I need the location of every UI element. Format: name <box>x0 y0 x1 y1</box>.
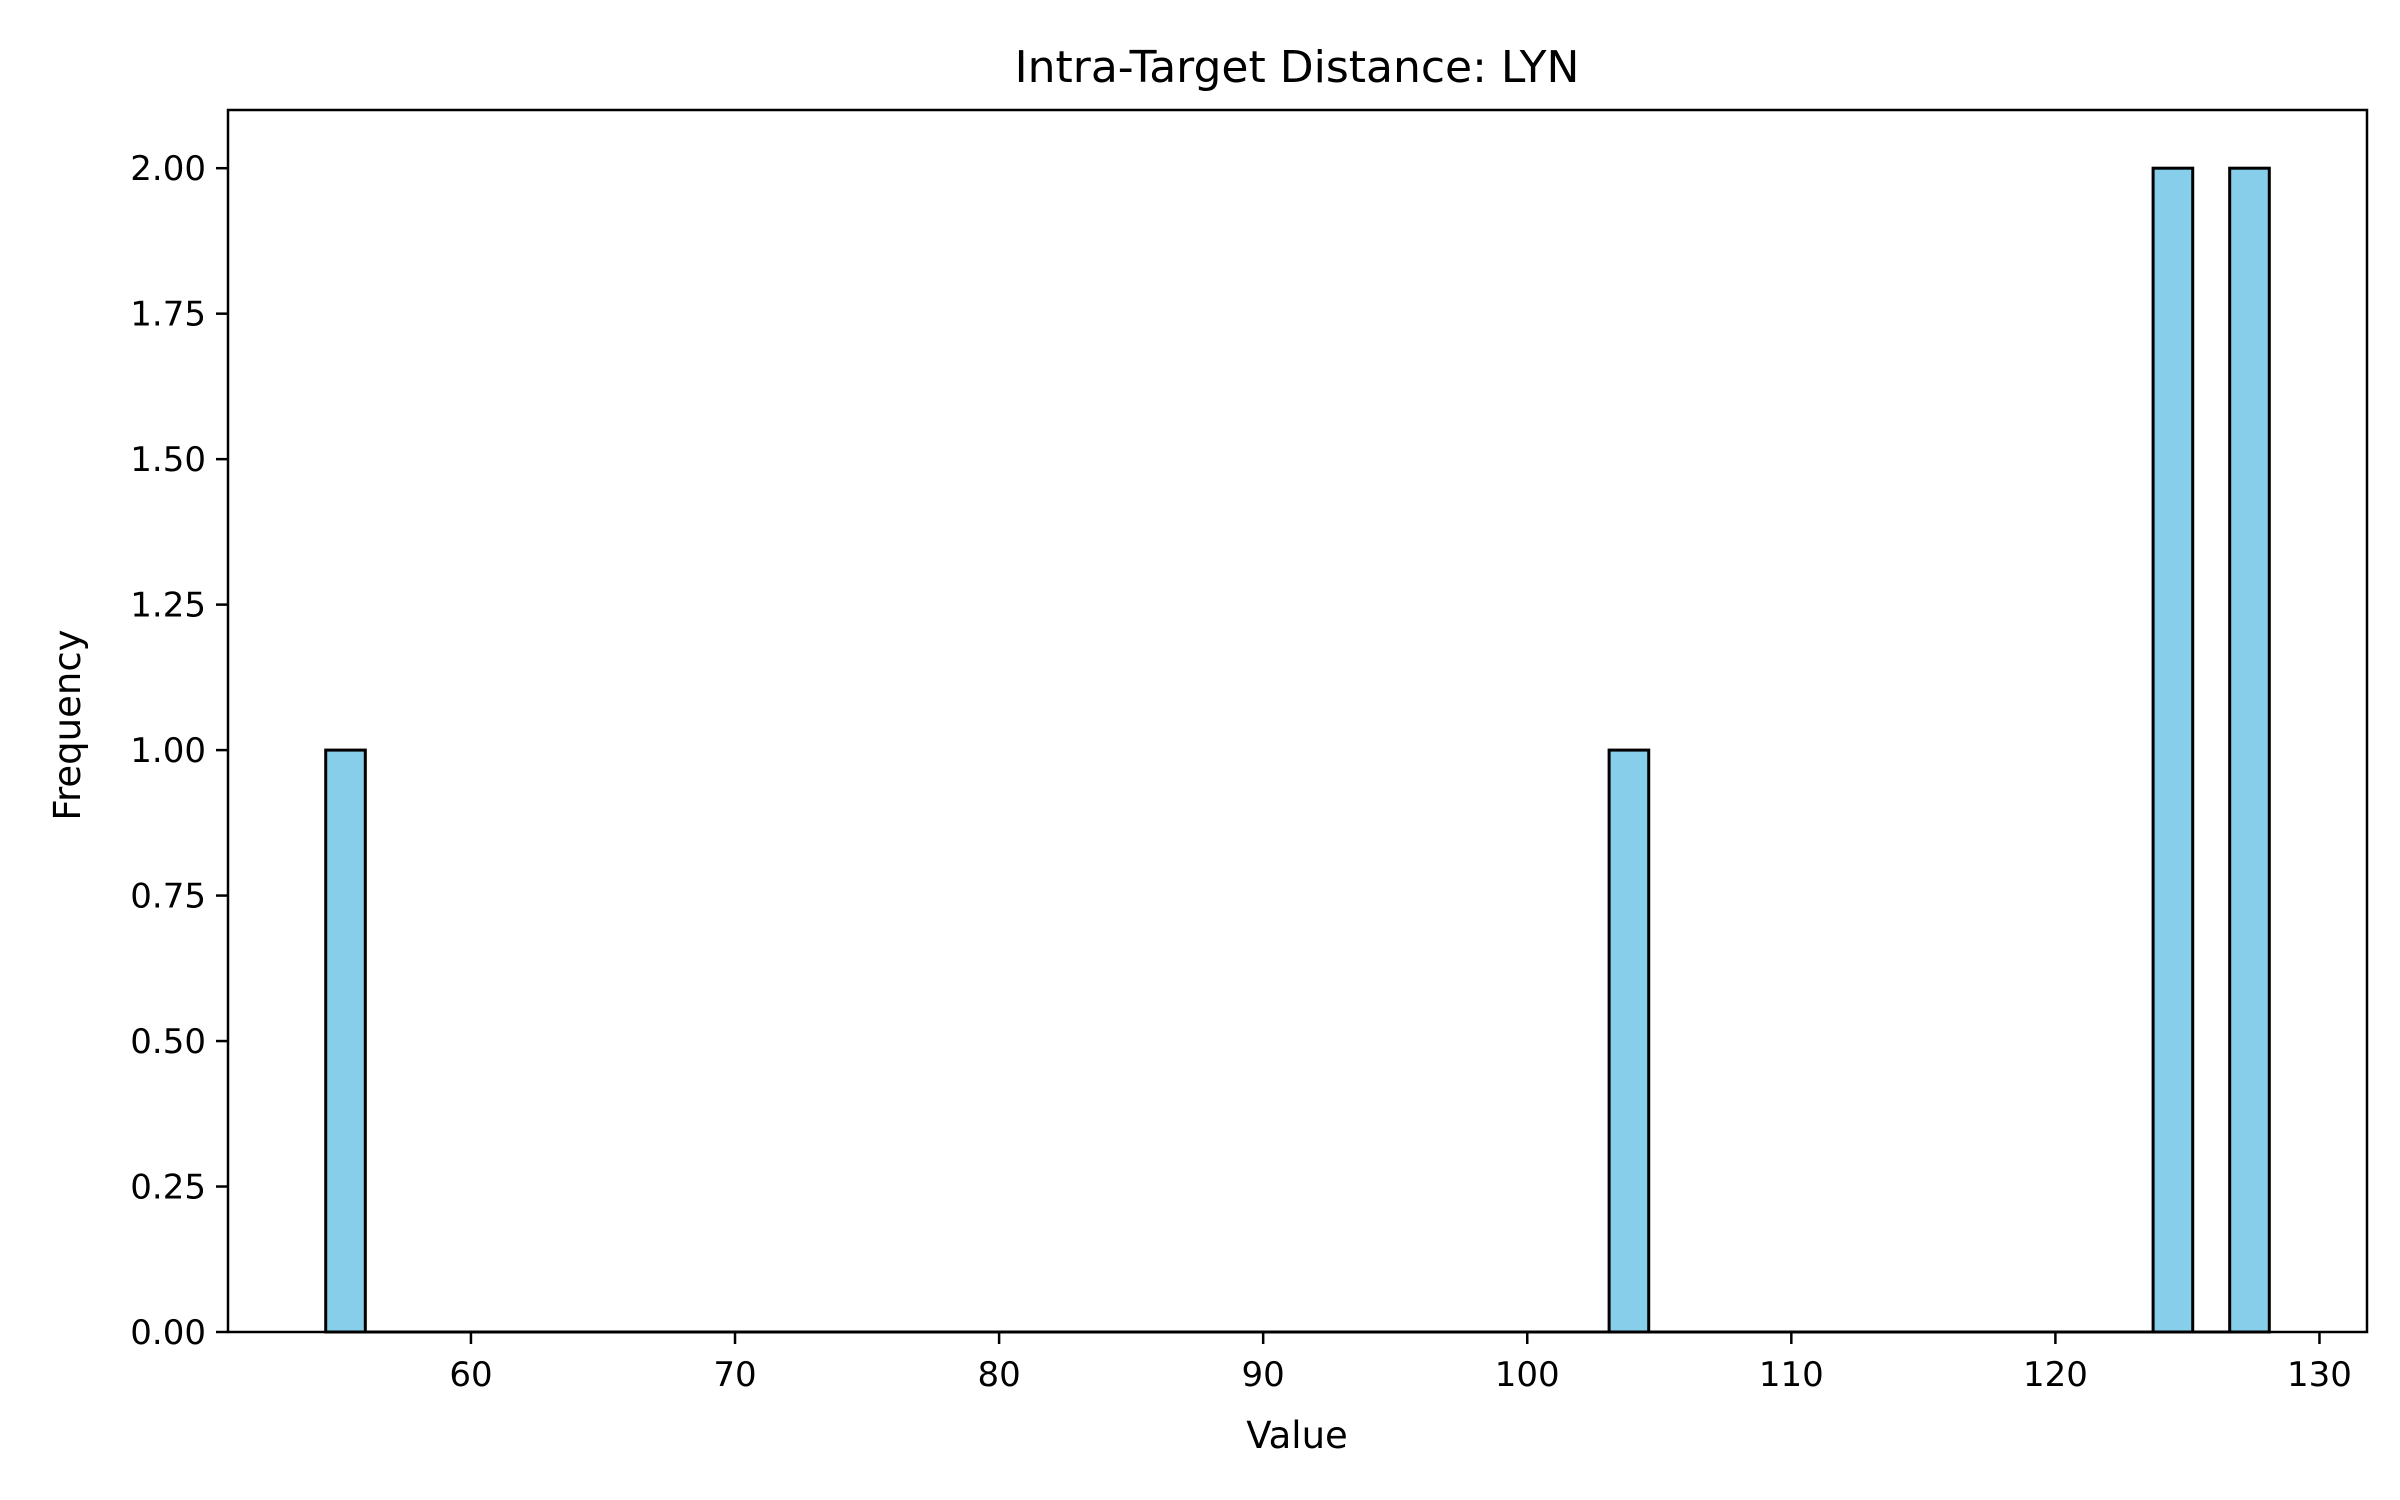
x-tick-label: 110 <box>1759 1355 1824 1395</box>
x-tick-label: 80 <box>977 1355 1020 1395</box>
y-tick-label: 1.50 <box>130 440 206 480</box>
histogram-bar-3 <box>2228 166 2271 1334</box>
y-tick-label: 0.75 <box>130 877 206 917</box>
histogram-bar-2 <box>2151 166 2195 1334</box>
y-tick-label: 1.25 <box>130 586 206 626</box>
y-tick-label: 0.25 <box>130 1168 206 1208</box>
x-tick-label: 100 <box>1495 1355 1560 1395</box>
x-tick-label: 70 <box>713 1355 756 1395</box>
y-tick-label: 2.00 <box>130 149 206 189</box>
y-tick-label: 1.75 <box>130 295 206 335</box>
x-tick-label: 130 <box>2287 1355 2352 1395</box>
x-axis: 60 70 80 90 100 110 120 130 <box>449 1332 2352 1395</box>
y-tick-label: 0.00 <box>130 1313 206 1353</box>
histogram-bar-0 <box>324 748 367 1334</box>
y-axis: 0.00 0.25 0.50 0.75 1.00 1.25 1.50 1.75 2.00 <box>130 149 228 1353</box>
bars <box>324 166 2271 1334</box>
x-axis-label: Value <box>1246 1414 1348 1457</box>
y-tick-label: 1.00 <box>130 731 206 771</box>
x-tick-label: 60 <box>449 1355 492 1395</box>
y-axis-label: Frequency <box>46 629 89 820</box>
chart-title: Intra-Target Distance: LYN <box>1015 42 1580 93</box>
x-tick-label: 90 <box>1242 1355 1285 1395</box>
histogram-bar-1 <box>1607 748 1651 1334</box>
y-tick-label: 0.50 <box>130 1022 206 1062</box>
x-tick-label: 120 <box>2023 1355 2088 1395</box>
plot-frame <box>226 108 2369 1334</box>
